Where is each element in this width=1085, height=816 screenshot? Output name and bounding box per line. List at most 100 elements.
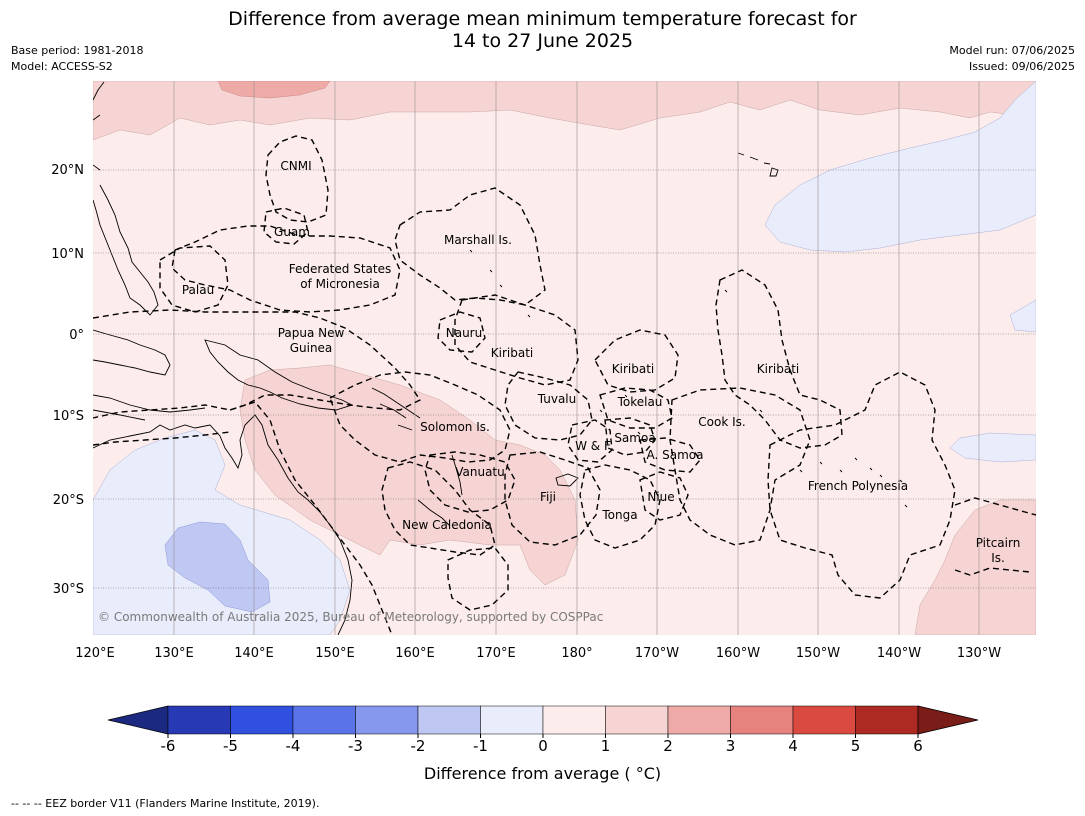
eez-palau xyxy=(159,245,229,313)
lon-label: 140°E xyxy=(234,646,274,661)
colorbar: -6 -5 -4 -3 -2 -1 0 1 2 3 4 5 6 xyxy=(107,705,979,755)
indonesia-coastline xyxy=(93,329,206,421)
label-kiribati-west: Kiribati xyxy=(491,346,533,360)
label-new-caledonia: New Caledonia xyxy=(402,518,492,532)
fiji-coastline xyxy=(555,473,579,487)
label-kiribati-line: Kiribati xyxy=(757,362,799,376)
label-vanuatu: Vanuatu xyxy=(455,465,505,479)
anomaly-minus1-to-0-east-b xyxy=(949,432,1036,463)
colorbar-under-triangle xyxy=(107,705,169,735)
colorbar-swatch xyxy=(417,705,481,735)
eez-wallis-futuna xyxy=(567,419,613,463)
label-cook-islands: Cook Is. xyxy=(698,415,745,429)
map-body: CNMI Guam Marshall Is. Federated States … xyxy=(93,81,1036,635)
eez-guam xyxy=(263,207,309,245)
colorbar-label: Difference from average ( °C) xyxy=(423,764,662,783)
eez-samoa xyxy=(604,417,656,456)
label-nauru: Nauru xyxy=(446,326,482,340)
eez-tokelau xyxy=(599,387,673,429)
eez-legend-note: -- -- -- EEZ border V11 (Flanders Marine… xyxy=(11,797,320,810)
label-pitcairn-1: Pitcairn xyxy=(976,536,1021,550)
eez-kiribati-line xyxy=(715,269,843,449)
anomaly-1-to-2-north xyxy=(93,81,1036,141)
hawaii-coastline xyxy=(737,152,779,177)
eez-tuvalu xyxy=(504,371,593,441)
colorbar-swatch xyxy=(667,705,731,735)
pacific-atolls xyxy=(469,249,908,508)
lon-label: 160°E xyxy=(395,646,435,661)
issued-date: Issued: 09/06/2025 xyxy=(968,60,1075,73)
colorbar-tick-label: 0 xyxy=(538,737,548,755)
label-fsm-2: of Micronesia xyxy=(300,277,380,291)
base-period: Base period: 1981-2018 xyxy=(11,44,144,57)
colorbar-swatch xyxy=(542,705,606,735)
colorbar-swatch xyxy=(792,705,856,735)
lon-label: 170°W xyxy=(635,646,679,661)
label-png-1: Papua New xyxy=(278,326,345,340)
anomaly-1-to-2-southeast xyxy=(914,499,1036,635)
eez-new-caledonia xyxy=(381,461,496,556)
label-tokelau: Tokelau xyxy=(617,395,663,409)
region-labels: CNMI Guam Marshall Is. Federated States … xyxy=(182,159,1020,565)
label-tuvalu: Tuvalu xyxy=(537,392,577,406)
label-kiribati-central: Kiribati xyxy=(612,362,654,376)
colorbar-tick-label: 1 xyxy=(601,737,611,755)
label-fiji: Fiji xyxy=(540,490,556,504)
lon-label: 130°E xyxy=(154,646,194,661)
label-marshall: Marshall Is. xyxy=(444,233,512,247)
eez-nauru xyxy=(437,311,486,353)
colorbar-tick-label: -4 xyxy=(286,737,301,755)
colorbar-over-triangle xyxy=(917,705,979,735)
anomaly-minus2-to-minus1-southwest xyxy=(164,521,271,613)
title-line-2: 14 to 27 June 2025 xyxy=(451,30,634,52)
colorbar-tick-label: -1 xyxy=(473,737,488,755)
philippines-coastline xyxy=(93,184,159,316)
label-solomon: Solomon Is. xyxy=(420,420,490,434)
vanuatu-coastline xyxy=(451,454,463,496)
lat-label: 20°N xyxy=(51,163,84,178)
lat-label: 10°N xyxy=(51,247,84,262)
colorbar-tick-label: 3 xyxy=(726,737,736,755)
lon-label: 180° xyxy=(561,646,592,661)
eez-cnmi xyxy=(265,135,329,223)
lon-label: 130°W xyxy=(957,646,1001,661)
colorbar-tick-label: 5 xyxy=(851,737,861,755)
meta-left: Base period: 1981-2018 Model: ACCESS-S2 xyxy=(11,43,143,75)
latitude-lines xyxy=(93,169,1036,589)
colorbar-tick-label: -6 xyxy=(161,737,176,755)
longitude-labels: 120°E 130°E 140°E 150°E 160°E 170°E 180°… xyxy=(75,646,1001,661)
copyright-notice: © Commonwealth of Australia 2025, Bureau… xyxy=(98,610,603,624)
colorbar-swatch xyxy=(292,705,356,735)
new-caledonia-coastline xyxy=(417,499,451,527)
eez-french-polynesia xyxy=(767,371,956,599)
eez-fsm xyxy=(171,225,401,313)
colorbar-tick-label: -3 xyxy=(348,737,363,755)
lon-label: 120°E xyxy=(75,646,115,661)
colorbar-tick-label: -5 xyxy=(223,737,238,755)
model-name: Model: ACCESS-S2 xyxy=(11,60,113,73)
colorbar-tick-label: 2 xyxy=(663,737,673,755)
label-french-polynesia: French Polynesia xyxy=(808,479,908,493)
label-tonga: Tonga xyxy=(601,508,637,522)
colorbar-swatch xyxy=(230,705,294,735)
label-wallis-futuna: W & F xyxy=(575,439,611,453)
eez-cook-islands xyxy=(669,387,811,546)
label-png-2: Guinea xyxy=(290,341,333,355)
anomaly-1-to-2-south xyxy=(239,364,579,586)
colorbar-swatch xyxy=(167,705,231,735)
colorbar-tick-label: 4 xyxy=(788,737,798,755)
label-pitcairn-2: Is. xyxy=(991,551,1005,565)
colorbar-swatch xyxy=(355,705,419,735)
graticule xyxy=(173,81,980,635)
label-guam: Guam xyxy=(274,225,310,239)
eez-niue xyxy=(639,471,689,521)
label-samoa: Samoa xyxy=(614,431,655,445)
label-american-samoa: A. Samoa xyxy=(647,448,704,462)
eez-pitcairn xyxy=(954,497,1036,576)
eez-solomon xyxy=(329,371,511,463)
colorbar-swatch xyxy=(730,705,794,735)
lat-label: 20°S xyxy=(53,493,84,508)
anomaly-2-to-3-north xyxy=(217,81,331,99)
label-palau: Palau xyxy=(182,283,214,297)
